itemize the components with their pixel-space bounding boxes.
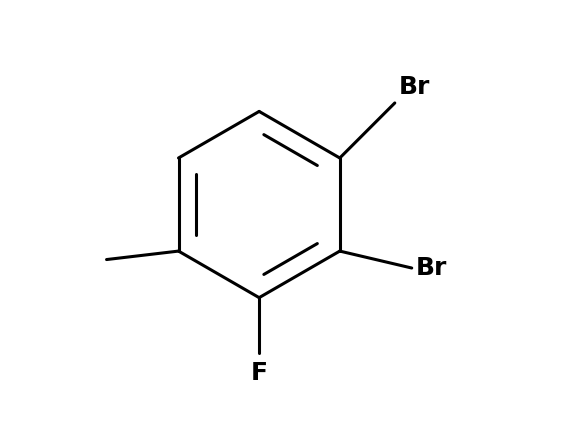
Text: Br: Br (416, 256, 447, 280)
Text: Br: Br (399, 75, 430, 99)
Text: F: F (251, 361, 268, 385)
